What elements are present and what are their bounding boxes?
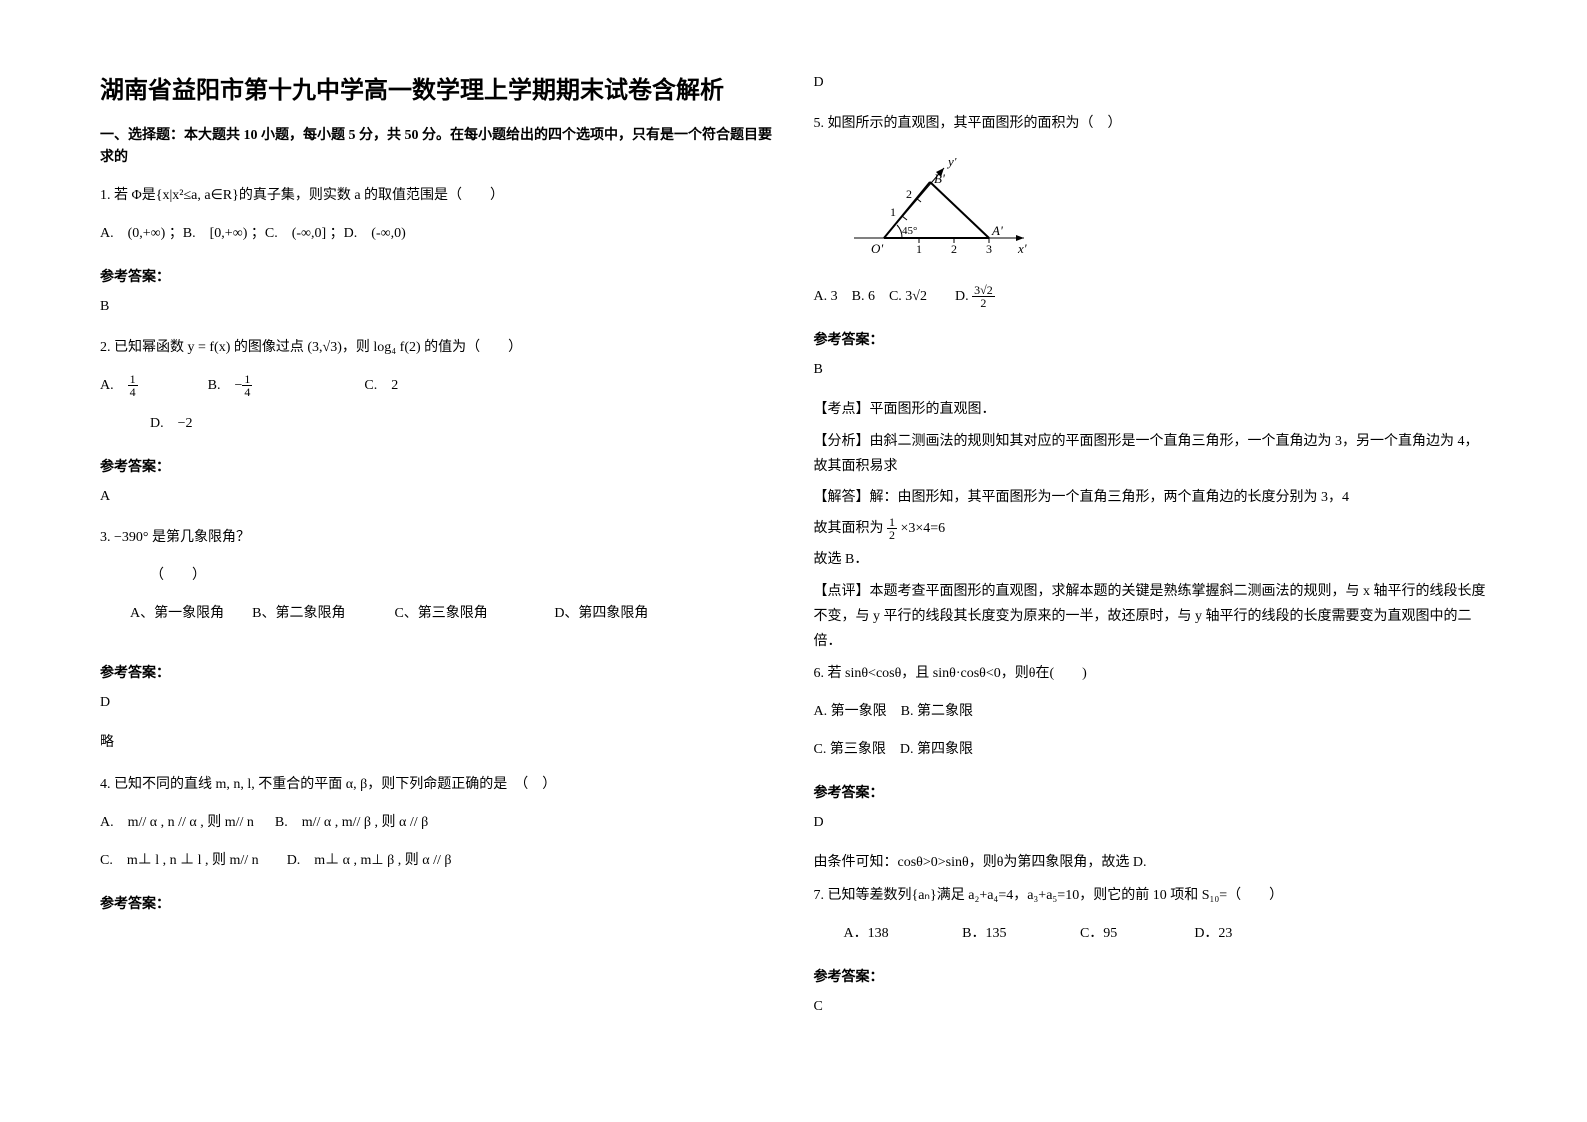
q3-answer: D xyxy=(100,690,774,715)
q5-solve2-post: ×3×4=6 xyxy=(897,521,945,536)
diagram-y1: 1 xyxy=(890,205,896,219)
q7-stem: 7. 已知等差数列{aₙ}满足 a₂+a₄=4，a₃+a₅=10，则它的前 10… xyxy=(814,882,1488,910)
q4-options-row1: A. m// α , n // α , 则 m// n B. m// α , m… xyxy=(100,809,774,837)
diagram-x1: 1 xyxy=(916,242,922,256)
q5-optB: B. 6 xyxy=(852,289,875,304)
q6-options-row1: A. 第一象限 B. 第二象限 xyxy=(814,698,1488,726)
q3-optC: C、第三象限角 xyxy=(394,606,487,621)
q2-optA-frac: 14 xyxy=(128,373,138,398)
q3-note: 略 xyxy=(100,730,774,755)
q7-optB: B．135 xyxy=(962,926,1006,941)
q6-optC: C. 第三象限 xyxy=(814,742,886,757)
q5-analysis: 【分析】由斜二测画法的规则知其对应的平面图形是一个直角三角形，一个直角边为 3，… xyxy=(814,429,1488,479)
q5-answer: B xyxy=(814,357,1488,382)
diagram-A: A' xyxy=(991,223,1003,238)
q7-optD: D．23 xyxy=(1194,926,1232,941)
q5-optD-frac: 3√22 xyxy=(972,284,995,309)
q6-optB: B. 第二象限 xyxy=(901,704,973,719)
q2-options: A. 14 B. −14 C. 2 xyxy=(100,372,774,400)
q7-optC: C．95 xyxy=(1080,926,1117,941)
q5-comment: 【点评】本题考查平面图形的直观图，求解本题的关键是熟练掌握斜二测画法的规则，与 … xyxy=(814,579,1488,655)
q6-stem: 6. 若 sinθ<cosθ，且 sinθ·cosθ<0，则θ在( ) xyxy=(814,660,1488,688)
q5-options: A. 3 B. 6 C. 3√2 D. 3√22 xyxy=(814,283,1488,311)
diagram-y2: 2 xyxy=(906,187,912,201)
q4-optB: B. m// α , m// β , 则 α // β xyxy=(275,815,428,830)
section-heading: 一、选择题：本大题共 10 小题，每小题 5 分，共 50 分。在每小题给出的四… xyxy=(100,125,774,170)
q3-paren: （ ） xyxy=(150,562,774,590)
q5-solve2: 故其面积为 12 ×3×4=6 xyxy=(814,516,1488,541)
q5-answer-label: 参考答案： xyxy=(814,329,1488,349)
q7-answer-label: 参考答案： xyxy=(814,966,1488,986)
q5-point: 【考点】平面图形的直观图． xyxy=(814,397,1488,422)
q4-stem: 4. 已知不同的直线 m, n, l, 不重合的平面 α, β，则下列命题正确的… xyxy=(100,771,774,799)
q5-optA: A. 3 xyxy=(814,289,838,304)
q7-optA: A．138 xyxy=(844,926,889,941)
q2-optC: C. 2 xyxy=(364,378,398,393)
q1-options: A. (0,+∞) ；B. [0,+∞) ；C. (-∞,0] ；D. (-∞,… xyxy=(100,220,774,248)
q4-optD: D. m⊥ α , m⊥ β , 则 α // β xyxy=(287,853,452,868)
q2-optA: A. xyxy=(100,378,128,393)
q1-stem: 1. 若 Φ是{x|x²≤a, a∈R}的真子集，则实数 a 的取值范围是（ ） xyxy=(100,182,774,210)
q4-optA: A. m// α , n // α , 则 m// n xyxy=(100,815,254,830)
q6-explain: 由条件可知：cosθ>0>sinθ，则θ为第四象限角，故选 D. xyxy=(814,850,1488,875)
q7-options: A．138 B．135 C．95 D．23 xyxy=(844,920,1488,948)
diagram-origin: O' xyxy=(871,241,883,256)
right-column: D 5. 如图所示的直观图，其平面图形的面积为（ ） y' x' O' 45° … xyxy=(814,70,1488,1052)
q5-optC: C. 3√2 xyxy=(889,289,927,304)
q4-answer-label: 参考答案： xyxy=(100,893,774,913)
q1-optD: ；D. (-∞,0) xyxy=(330,226,406,241)
left-column: 湖南省益阳市第十九中学高一数学理上学期期末试卷含解析 一、选择题：本大题共 10… xyxy=(100,70,774,1052)
q3-optA: A、第一象限角 xyxy=(130,606,224,621)
diagram-y-label: y' xyxy=(946,158,957,169)
diagram-x2: 2 xyxy=(951,242,957,256)
q5-solve2-pre: 故其面积为 xyxy=(814,521,888,536)
diagram-x3: 3 xyxy=(986,242,992,256)
q2-optB: B. − xyxy=(208,378,243,393)
q5-solve3: 故选 B． xyxy=(814,547,1488,572)
q6-optD: D. 第四象限 xyxy=(900,742,973,757)
page-title: 湖南省益阳市第十九中学高一数学理上学期期末试卷含解析 xyxy=(100,70,774,105)
q3-optB: B、第二象限角 xyxy=(252,606,345,621)
q2-answer: A xyxy=(100,484,774,509)
q3-stem: 3. −390° 是第几象限角？ xyxy=(100,524,774,552)
q1-optC: ；C. (-∞,0] xyxy=(251,226,326,241)
diagram-angle: 45° xyxy=(902,225,917,237)
q4-options-row2: C. m⊥ l , n ⊥ l , 则 m// n D. m⊥ α , m⊥ β… xyxy=(100,847,774,875)
diagram-x-label: x' xyxy=(1017,241,1027,256)
q1-answer-label: 参考答案： xyxy=(100,266,774,286)
q2-optB-frac: 14 xyxy=(242,373,252,398)
diagram-B: B' xyxy=(934,171,945,186)
q7-answer: C xyxy=(814,994,1488,1019)
q4-answer: D xyxy=(814,70,1488,95)
q6-answer: D xyxy=(814,810,1488,835)
q2-answer-label: 参考答案： xyxy=(100,456,774,476)
q6-answer-label: 参考答案： xyxy=(814,782,1488,802)
q4-optC: C. m⊥ l , n ⊥ l , 则 m// n xyxy=(100,853,259,868)
q3-options: A、第一象限角 B、第二象限角 C、第三象限角 D、第四象限角 xyxy=(130,600,774,628)
q2-stem: 2. 已知幂函数 y = f(x) 的图像过点 (3,√3)，则 log₄ f(… xyxy=(100,334,774,362)
q5-diagram: y' x' O' 45° 1 2 3 1 2 A' B' xyxy=(854,158,1488,273)
q5-solve1: 【解答】解：由图形知，其平面图形为一个直角三角形，两个直角边的长度分别为 3，4 xyxy=(814,485,1488,510)
q6-options-row2: C. 第三象限 D. 第四象限 xyxy=(814,736,1488,764)
q6-optA: A. 第一象限 xyxy=(814,704,887,719)
q1-optA: A. (0,+∞) xyxy=(100,226,165,241)
q5-stem: 5. 如图所示的直观图，其平面图形的面积为（ ） xyxy=(814,110,1488,138)
q3-answer-label: 参考答案： xyxy=(100,662,774,682)
q5-solve2-frac: 12 xyxy=(887,516,897,541)
q1-optB: ；B. [0,+∞) xyxy=(169,226,248,241)
q2-optD: D. −2 xyxy=(150,410,774,438)
q5-optD: D. xyxy=(955,289,972,304)
q1-answer: B xyxy=(100,294,774,319)
q3-optD: D、第四象限角 xyxy=(554,606,648,621)
